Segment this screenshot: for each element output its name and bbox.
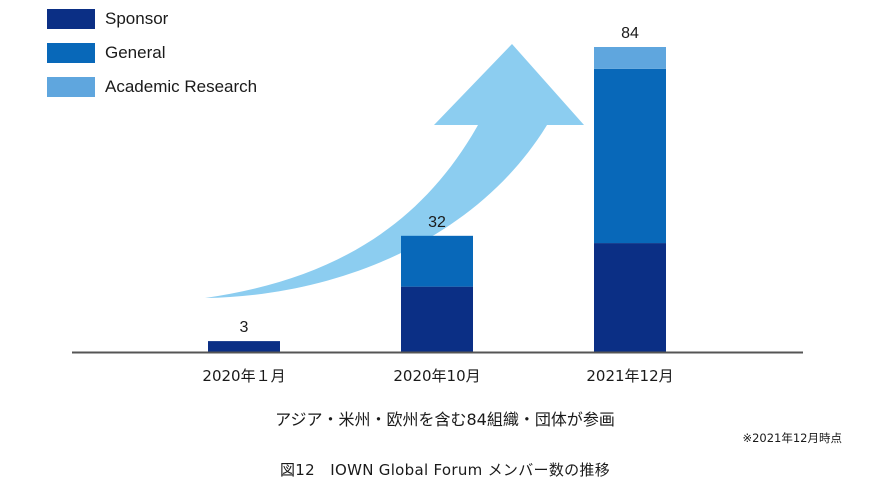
legend-swatch (47, 77, 95, 97)
rising-arrow-shape (205, 44, 584, 298)
total-label: 3 (240, 319, 249, 336)
bar-segment-general (401, 235, 473, 287)
legend-label: General (105, 43, 166, 62)
bar-segment-sponsor (594, 243, 666, 352)
figure-caption: 図12 IOWN Global Forum メンバー数の推移 (279, 461, 611, 479)
legend-label: Sponsor (105, 9, 169, 28)
bar-segment-general (594, 68, 666, 244)
category-label: 2020年10月 (393, 367, 480, 385)
bar-segment-sponsor (401, 286, 473, 352)
total-label: 32 (428, 214, 446, 231)
legend-item-academic-research: Academic Research (47, 70, 257, 104)
category-label: 2021年12月 (586, 367, 673, 385)
legend-item-sponsor: Sponsor (47, 2, 257, 36)
bar-segment-sponsor (208, 341, 280, 352)
footnote: ※2021年12月時点 (742, 431, 842, 445)
legend-label: Academic Research (105, 77, 258, 96)
legend-swatch (47, 9, 95, 29)
legend-item-general: General (47, 36, 257, 70)
legend: Sponsor General Academic Research (47, 2, 257, 104)
category-label: 2020年１月 (202, 367, 285, 385)
legend-swatch (47, 43, 95, 63)
bar-segment-academic-research (594, 47, 666, 69)
total-label: 84 (621, 25, 639, 42)
chart-subtitle: アジア・米州・欧州を含む84組織・団体が参画 (275, 410, 615, 429)
